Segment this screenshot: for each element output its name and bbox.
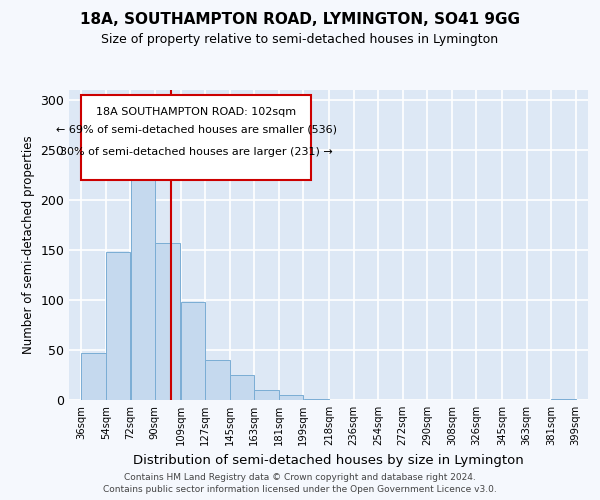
Bar — [205, 360, 230, 400]
Text: Size of property relative to semi-detached houses in Lymington: Size of property relative to semi-detach… — [101, 32, 499, 46]
Bar — [304, 399, 329, 400]
Bar — [131, 155, 155, 400]
Bar — [279, 395, 303, 400]
X-axis label: Distribution of semi-detached houses by size in Lymington: Distribution of semi-detached houses by … — [133, 454, 524, 466]
Text: Contains public sector information licensed under the Open Government Licence v3: Contains public sector information licen… — [103, 485, 497, 494]
Y-axis label: Number of semi-detached properties: Number of semi-detached properties — [22, 136, 35, 354]
Bar — [551, 399, 575, 400]
Text: 30% of semi-detached houses are larger (231) →: 30% of semi-detached houses are larger (… — [60, 147, 333, 157]
Bar — [230, 375, 254, 400]
Bar — [82, 353, 106, 400]
Bar — [181, 302, 205, 400]
Bar — [106, 252, 130, 400]
FancyBboxPatch shape — [81, 95, 311, 180]
Text: Contains HM Land Registry data © Crown copyright and database right 2024.: Contains HM Land Registry data © Crown c… — [124, 472, 476, 482]
Text: 18A, SOUTHAMPTON ROAD, LYMINGTON, SO41 9GG: 18A, SOUTHAMPTON ROAD, LYMINGTON, SO41 9… — [80, 12, 520, 28]
Text: ← 69% of semi-detached houses are smaller (536): ← 69% of semi-detached houses are smalle… — [56, 125, 337, 135]
Text: 18A SOUTHAMPTON ROAD: 102sqm: 18A SOUTHAMPTON ROAD: 102sqm — [97, 107, 296, 117]
Bar — [254, 390, 278, 400]
Bar — [155, 243, 181, 400]
